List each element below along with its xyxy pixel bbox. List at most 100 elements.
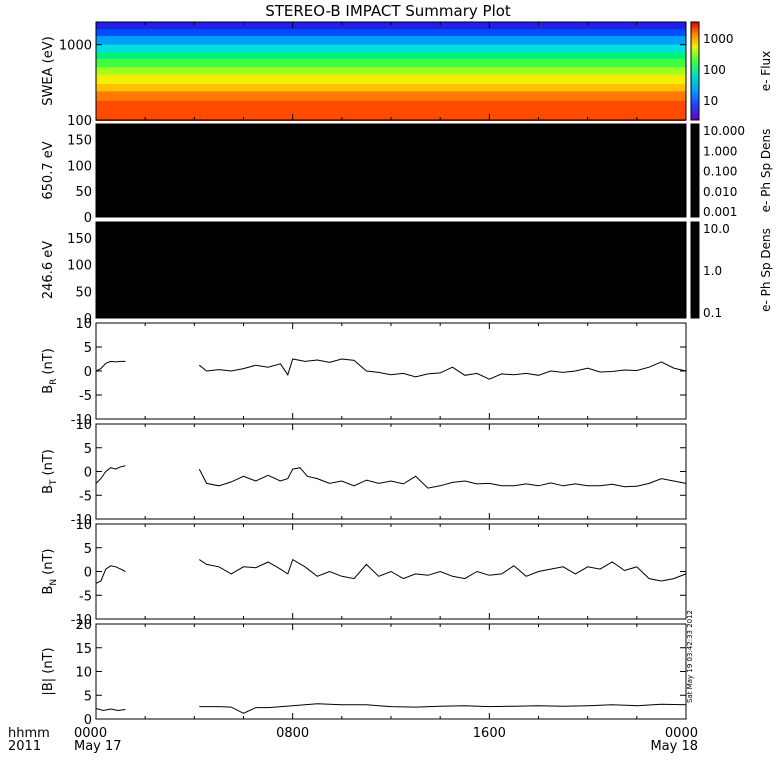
y-tick-label: 10 — [75, 317, 92, 332]
colorbar-tick-label: 1.0 — [703, 264, 722, 278]
y-axis-label-subscript: N — [49, 579, 59, 586]
y-tick-label: 100 — [67, 114, 92, 129]
y-tick-label: -10 — [71, 513, 92, 528]
y-tick-label: 5 — [84, 341, 92, 356]
panel-frame — [95, 623, 687, 720]
spectrogram-band — [96, 67, 686, 76]
colorbar-tick-label: 100 — [703, 63, 726, 77]
y-tick-label: -5 — [79, 389, 92, 404]
y-axis-label: |B| (nT) — [41, 647, 56, 695]
y-tick-label: 0 — [84, 566, 92, 581]
series-line — [95, 708, 126, 712]
colorbar-tick-label: 0.010 — [703, 185, 737, 199]
y-tick-label: 0 — [84, 713, 92, 728]
series-line — [199, 703, 687, 714]
y-tick-label: 0 — [84, 211, 92, 226]
y-tick-label: 5 — [84, 442, 92, 457]
y-tick-label: 1000 — [59, 39, 92, 54]
y-axis-label-subscript: T — [49, 479, 59, 486]
spectrogram-band — [96, 36, 686, 46]
panel-pad246: 0 50 100 150 10.0 1.0 0.1 e- Ph Sp Dens 246.6 eV — [41, 221, 773, 327]
spectrogram-band — [96, 22, 686, 31]
pitch-angle-map — [96, 222, 686, 318]
colorbar-tick-label: 10.0 — [703, 222, 730, 236]
series-line — [198, 467, 687, 489]
y-axis-label: 650.7 eV — [41, 141, 56, 199]
spectrogram-band — [96, 100, 686, 121]
y-tick-label: -5 — [79, 489, 92, 504]
x-tick-label: 0800 — [276, 726, 309, 741]
y-tick-label: 10 — [75, 418, 92, 433]
panel-swea: 1000 100 10 100 1000 e- Flux SWEA (eV) — [41, 21, 773, 129]
series-line — [95, 465, 126, 484]
y-tick-label: 0 — [84, 312, 92, 327]
spectrogram-band — [96, 58, 686, 69]
colorbar-label: e- Flux — [759, 51, 773, 91]
colorbar-tick-label: 1.000 — [703, 144, 737, 158]
spectrogram-band — [96, 44, 686, 53]
series-line — [95, 565, 126, 584]
colorbar — [690, 221, 700, 319]
panel-pad650: 0 50 100 150 10.000 1.000 0.100 0.010 0.001 e- Ph… — [41, 123, 773, 226]
figure-title: STEREO-B IMPACT Summary Plot — [265, 2, 511, 20]
colorbar-tick-label: 0.100 — [703, 165, 737, 179]
y-tick-label: 5 — [84, 542, 92, 557]
colorbar — [690, 21, 700, 121]
colorbar-tick-label: 0.1 — [703, 306, 722, 320]
y-tick-label: 100 — [67, 159, 92, 174]
spectrogram-band — [96, 29, 686, 38]
colorbar-tick-label: 10.000 — [703, 124, 745, 138]
x-tick-label: 0000 — [74, 726, 107, 741]
y-tick-label: 5 — [84, 689, 92, 704]
y-axis-label: 246.6 eV — [41, 241, 56, 299]
spectrogram-band — [96, 74, 686, 86]
y-tick-label: -10 — [71, 413, 92, 428]
y-tick-label: 0 — [84, 365, 92, 380]
colorbar-tick-label: 0.001 — [703, 205, 737, 219]
colorbar-label: e- Ph Sp Dens — [759, 228, 773, 312]
series-line — [95, 360, 126, 372]
panel-frame — [95, 423, 687, 520]
x-date-label: May 17 — [74, 739, 122, 754]
y-tick-label: 0 — [84, 466, 92, 481]
x-year-label: 2011 — [8, 739, 41, 754]
panel-bmag: 0 5 10 15 20 |B| (nT) — [41, 618, 687, 728]
x-date-label: May 18 — [650, 739, 698, 754]
y-axis-label: BN(nT) — [41, 549, 59, 595]
y-axis-label: SWEA (eV) — [41, 36, 56, 105]
y-axis-label-unit: (nT) — [41, 348, 56, 374]
y-tick-label: 50 — [75, 185, 92, 200]
timestamp-label: Sat May 19 03:42:33 2012 — [686, 610, 694, 703]
series-line — [198, 358, 687, 380]
y-tick-label: 150 — [67, 232, 92, 247]
y-axis-label-subscript: R — [49, 379, 59, 385]
y-axis-label: BT(nT) — [41, 449, 59, 494]
y-tick-label: 10 — [75, 518, 92, 533]
series-line — [199, 558, 687, 582]
pitch-angle-map — [96, 124, 686, 217]
y-tick-label: 15 — [75, 642, 92, 657]
y-axis-label-unit: (nT) — [41, 449, 56, 475]
y-tick-label: -10 — [71, 613, 92, 628]
y-axis-label-unit: (nT) — [41, 549, 56, 575]
colorbar-tick-label: 1000 — [703, 32, 734, 46]
x-row-label: hhmm — [8, 726, 50, 741]
y-tick-label: 10 — [75, 666, 92, 681]
x-tick-label: 1600 — [473, 726, 506, 741]
spectrogram-band — [96, 91, 686, 102]
colorbar-label: e- Ph Sp Dens — [759, 129, 773, 213]
y-tick-label: 150 — [67, 134, 92, 149]
colorbar — [690, 123, 700, 218]
colorbar-tick-label: 10 — [703, 94, 718, 108]
y-tick-label: -5 — [79, 589, 92, 604]
y-tick-label: 50 — [75, 285, 92, 300]
spectrogram-band — [96, 84, 686, 93]
spectrogram-band — [96, 51, 686, 60]
y-axis-label: BR(nT) — [41, 348, 59, 394]
y-tick-label: 100 — [67, 259, 92, 274]
x-tick-label: 0000 — [665, 726, 698, 741]
